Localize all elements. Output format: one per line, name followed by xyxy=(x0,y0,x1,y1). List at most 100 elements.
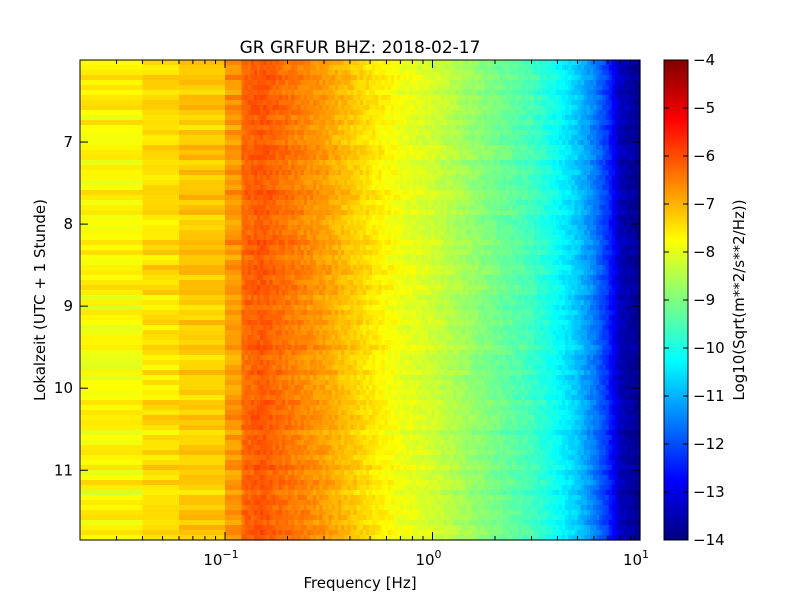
heatmap-cell xyxy=(341,65,345,71)
heatmap-cell xyxy=(244,95,249,101)
heatmap-cell xyxy=(534,125,538,131)
heatmap-cell xyxy=(431,220,436,226)
heatmap-cell xyxy=(359,175,364,181)
heatmap-cell xyxy=(540,165,544,171)
heatmap-cell xyxy=(278,210,283,216)
heatmap-cell xyxy=(250,175,255,181)
heatmap-cell xyxy=(490,195,495,201)
heatmap-cell xyxy=(618,115,622,121)
heatmap-cell xyxy=(278,60,283,66)
heatmap-cell xyxy=(328,100,333,106)
heatmap-cell xyxy=(294,75,299,81)
heatmap-cell xyxy=(462,150,467,156)
heatmap-cell xyxy=(347,90,351,96)
heatmap-cell xyxy=(325,80,330,86)
heatmap-cell xyxy=(272,240,277,246)
heatmap-cell xyxy=(512,105,516,111)
heatmap-cell xyxy=(372,240,376,246)
heatmap-cell xyxy=(481,125,485,131)
heatmap-cell xyxy=(490,110,495,116)
heatmap-cell xyxy=(418,140,423,146)
heatmap-cell xyxy=(602,220,607,226)
heatmap-cell xyxy=(456,125,460,131)
heatmap-cell xyxy=(406,125,411,131)
heatmap-cell xyxy=(499,170,504,176)
heatmap-cell xyxy=(527,130,532,136)
heatmap-cell xyxy=(555,85,560,91)
heatmap-cell xyxy=(543,235,548,241)
heatmap-cell xyxy=(499,195,504,201)
heatmap-cell xyxy=(577,115,582,121)
heatmap-cell xyxy=(546,95,551,101)
heatmap-cell xyxy=(474,200,479,206)
heatmap-cell xyxy=(300,150,305,156)
heatmap-cell xyxy=(502,190,507,196)
heatmap-cell xyxy=(300,125,305,131)
heatmap-cell xyxy=(294,65,299,71)
heatmap-cell xyxy=(309,170,314,176)
heatmap-cell xyxy=(250,60,255,66)
heatmap-cell xyxy=(263,75,267,81)
heatmap-cell xyxy=(313,180,317,186)
heatmap-cell xyxy=(316,245,320,251)
heatmap-cell xyxy=(319,215,323,221)
heatmap-cell xyxy=(512,100,516,106)
heatmap-cell xyxy=(381,135,386,141)
heatmap-cell xyxy=(481,175,485,181)
heatmap-cell xyxy=(596,75,600,81)
heatmap-cell xyxy=(319,135,323,141)
heatmap-cell xyxy=(537,175,541,181)
heatmap-cell xyxy=(253,90,258,96)
heatmap-cell xyxy=(372,160,376,166)
heatmap-cell xyxy=(562,175,566,181)
heatmap-cell xyxy=(627,125,632,131)
heatmap-cell xyxy=(369,205,373,211)
heatmap-cell xyxy=(552,80,557,86)
heatmap-cell xyxy=(425,235,429,241)
heatmap-cell xyxy=(278,125,283,131)
heatmap-cell xyxy=(543,75,548,81)
heatmap-cell xyxy=(369,95,373,101)
heatmap-cell xyxy=(540,130,544,136)
heatmap-cell xyxy=(250,105,255,111)
heatmap-cell xyxy=(605,185,610,191)
heatmap-cell xyxy=(344,225,348,231)
heatmap-cell xyxy=(577,175,582,181)
heatmap-cell xyxy=(285,140,289,146)
heatmap-cell xyxy=(499,105,504,111)
heatmap-cell xyxy=(331,70,336,76)
heatmap-cell xyxy=(502,80,507,86)
heatmap-cell xyxy=(477,240,482,246)
heatmap-cell xyxy=(415,135,420,141)
heatmap-cell xyxy=(278,110,283,116)
heatmap-cell xyxy=(518,185,523,191)
heatmap-cell xyxy=(369,140,373,146)
heatmap-cell xyxy=(142,145,180,151)
heatmap-cell xyxy=(574,240,579,246)
heatmap-cell xyxy=(409,95,414,101)
heatmap-cell xyxy=(471,155,476,161)
heatmap-cell xyxy=(350,90,355,96)
heatmap-cell xyxy=(425,125,429,131)
heatmap-cell xyxy=(316,225,320,231)
heatmap-cell xyxy=(350,200,355,206)
heatmap-cell xyxy=(250,95,255,101)
heatmap-cell xyxy=(253,200,258,206)
heatmap-cell xyxy=(418,230,423,236)
heatmap-cell xyxy=(250,110,255,116)
heatmap-cell xyxy=(630,170,635,176)
heatmap-cell xyxy=(565,180,569,186)
heatmap-cell xyxy=(418,80,423,86)
heatmap-cell xyxy=(453,115,457,121)
heatmap-cell xyxy=(397,90,401,96)
heatmap-cell xyxy=(524,195,529,201)
heatmap-cell xyxy=(456,95,460,101)
heatmap-cell xyxy=(459,85,464,91)
heatmap-cell xyxy=(527,135,532,141)
heatmap-cell xyxy=(571,170,576,176)
heatmap-cell xyxy=(540,225,544,231)
heatmap-cell xyxy=(443,145,448,151)
heatmap-cell xyxy=(468,235,473,241)
heatmap-cell xyxy=(586,60,591,66)
heatmap-cell xyxy=(369,210,373,216)
